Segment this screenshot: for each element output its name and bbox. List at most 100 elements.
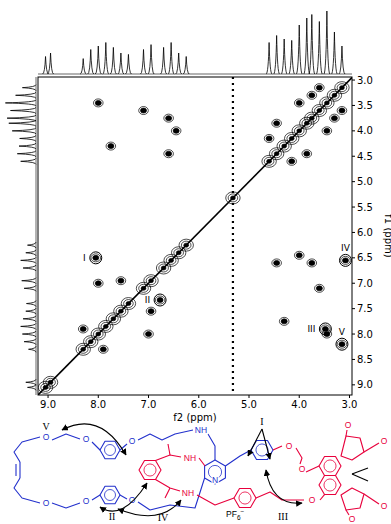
projection-peak bbox=[331, 32, 337, 74]
carbonyl bbox=[168, 444, 170, 455]
annotated-peak bbox=[321, 325, 331, 333]
contour bbox=[309, 93, 315, 98]
ring bbox=[319, 476, 341, 495]
cross-peak bbox=[164, 150, 174, 158]
figure: 9.08.07.06.05.04.03.0f2 (ppm)3.03.54.04.… bbox=[0, 0, 391, 524]
bond bbox=[273, 446, 282, 450]
contour bbox=[169, 258, 174, 262]
atom-label: O bbox=[129, 436, 136, 446]
carbonyl bbox=[346, 430, 347, 436]
x-tick bbox=[148, 395, 149, 398]
atom-label: NH bbox=[195, 425, 207, 435]
contour bbox=[296, 100, 302, 105]
contour bbox=[149, 279, 154, 283]
aromatic-circle bbox=[324, 460, 336, 472]
diagonal-peak bbox=[179, 239, 193, 251]
contour bbox=[46, 378, 56, 386]
nOe-arrow bbox=[118, 500, 181, 516]
bond bbox=[92, 495, 100, 500]
projection-peak bbox=[19, 143, 36, 149]
contour bbox=[296, 253, 302, 258]
structure bbox=[14, 430, 379, 515]
y-tick bbox=[352, 80, 355, 81]
projection-peak bbox=[141, 50, 147, 75]
cross-peak bbox=[322, 127, 332, 135]
annotation-circle bbox=[339, 254, 351, 266]
contour bbox=[335, 82, 349, 94]
y-tick bbox=[352, 334, 355, 335]
contour bbox=[297, 129, 302, 133]
contour bbox=[103, 324, 108, 328]
atom-label: O bbox=[345, 420, 352, 430]
atom-label: O bbox=[286, 441, 293, 451]
contour bbox=[78, 325, 88, 333]
counterion-text: PF bbox=[226, 509, 237, 519]
cross-peak bbox=[279, 317, 289, 325]
bond bbox=[320, 495, 325, 500]
annotated-peak bbox=[341, 256, 351, 264]
ring bbox=[205, 460, 226, 484]
bond bbox=[199, 458, 205, 466]
projection-peak bbox=[28, 242, 37, 248]
atom-label: O bbox=[309, 495, 316, 505]
contour bbox=[111, 317, 116, 321]
contour bbox=[155, 296, 165, 304]
projection-peak bbox=[176, 53, 182, 74]
projection-peak bbox=[21, 257, 36, 263]
x-tick-label: 8.0 bbox=[90, 399, 106, 410]
projection-peak bbox=[296, 25, 302, 74]
contour bbox=[282, 144, 287, 148]
x-tick bbox=[98, 395, 99, 398]
aromatic-circle bbox=[105, 445, 116, 456]
projection-peak bbox=[21, 158, 36, 164]
contour bbox=[121, 298, 135, 310]
bond bbox=[138, 430, 193, 440]
contour bbox=[144, 275, 158, 287]
y-tick bbox=[352, 130, 355, 131]
projection-peak bbox=[110, 47, 116, 74]
x-tick bbox=[249, 395, 250, 398]
projection-peak bbox=[316, 22, 322, 75]
bond bbox=[225, 450, 251, 466]
bond bbox=[14, 478, 40, 503]
contour bbox=[93, 279, 103, 287]
projection-peak bbox=[103, 43, 109, 75]
projection-peak bbox=[28, 384, 37, 390]
projection-peak bbox=[118, 53, 124, 74]
carbonyl bbox=[364, 443, 379, 452]
contour bbox=[161, 266, 166, 270]
x-tick-label: 9.0 bbox=[40, 399, 56, 410]
contour bbox=[95, 281, 101, 286]
y-tick bbox=[352, 384, 355, 385]
projection-peak bbox=[161, 47, 167, 74]
contour bbox=[315, 284, 325, 292]
ring bbox=[319, 457, 341, 476]
x-tick-label: 3.0 bbox=[342, 399, 358, 410]
cross-peak bbox=[315, 84, 325, 92]
y-tick bbox=[352, 207, 355, 208]
annotation-label: I bbox=[83, 253, 86, 263]
annotated-peak bbox=[155, 296, 165, 304]
double-bond bbox=[19, 462, 20, 478]
projection-peak bbox=[21, 323, 36, 329]
y-tick-label: 8.0 bbox=[357, 329, 373, 340]
contour bbox=[108, 144, 114, 149]
bond bbox=[197, 495, 234, 505]
solvent-stripe bbox=[232, 77, 234, 395]
contour bbox=[91, 254, 101, 262]
contour bbox=[116, 277, 126, 285]
x-tick-label: 5.0 bbox=[241, 399, 257, 410]
aromatic-circle bbox=[239, 492, 251, 504]
cross-peak bbox=[302, 150, 312, 158]
contour bbox=[48, 380, 53, 384]
contour bbox=[279, 317, 289, 325]
contour bbox=[289, 136, 294, 140]
cross-peak bbox=[272, 259, 282, 267]
x-tick bbox=[198, 395, 199, 398]
x-tick bbox=[48, 395, 49, 398]
double-bond bbox=[15, 464, 16, 476]
projection-peak bbox=[26, 379, 36, 385]
annotation-label: V bbox=[339, 327, 346, 337]
annotation-circle bbox=[336, 338, 348, 350]
cross-peak bbox=[99, 345, 109, 353]
